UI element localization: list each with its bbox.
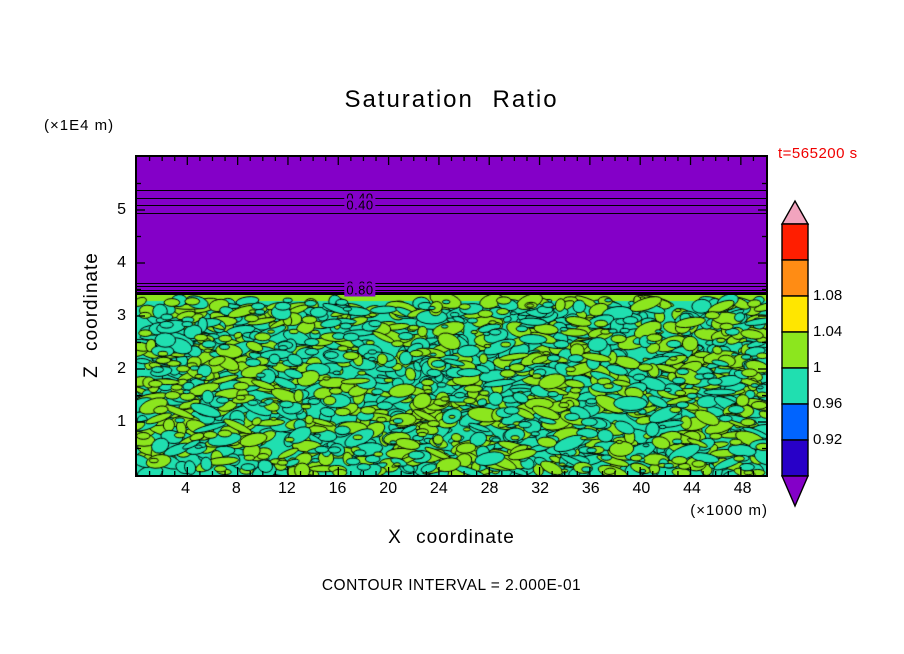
- y-axis-unit-label: (×1E4 m): [44, 117, 115, 134]
- plot-frame: 0.400.400.600.80: [135, 155, 768, 477]
- contour-line: [137, 190, 766, 192]
- contour-line: [137, 286, 766, 288]
- y-tick-label: 3: [117, 307, 126, 324]
- x-tick-label: 16: [328, 480, 347, 497]
- x-tick-label: 8: [231, 480, 241, 497]
- time-stamp: t=565200 s: [778, 145, 858, 162]
- x-tick-label: 48: [733, 480, 752, 497]
- x-tick-label: 20: [379, 480, 398, 497]
- x-tick-label: 24: [429, 480, 448, 497]
- contour-label: 0.80: [344, 282, 376, 297]
- colorbar-segment: [781, 403, 809, 441]
- colorbar-tick-label: 1.08: [813, 287, 843, 304]
- x-tick-label: 4: [181, 480, 191, 497]
- mottled-saturation-field: [137, 295, 766, 475]
- colorbar-segment: [780, 199, 810, 225]
- y-tick-label: 4: [117, 254, 126, 271]
- colorbar-tick-label: 1.04: [813, 323, 843, 340]
- colorbar-tick-label: 1: [813, 359, 822, 376]
- x-tick-label: 32: [531, 480, 550, 497]
- contour-line: [137, 289, 766, 291]
- y-tick-label: 2: [117, 360, 126, 377]
- contour-line: [137, 212, 766, 214]
- y-tick-label: 1: [117, 413, 126, 430]
- y-tick-label: 5: [117, 201, 126, 218]
- x-axis-title: X coordinate: [388, 527, 515, 548]
- contour-line: [137, 205, 766, 207]
- colorbar-segment: [781, 259, 809, 297]
- x-tick-label: 40: [632, 480, 651, 497]
- contour-label: 0.40: [344, 197, 376, 213]
- contour-lines-layer: 0.400.400.600.80: [137, 157, 766, 475]
- contour-interval-note: CONTOUR INTERVAL = 2.000E-01: [321, 577, 582, 594]
- contour-line: [137, 283, 766, 285]
- colorbar-segment: [781, 331, 809, 369]
- contour-line: [137, 197, 766, 199]
- colorbar: [780, 199, 810, 508]
- colorbar-segment: [781, 295, 809, 333]
- colorbar-tick-label: 0.92: [813, 431, 843, 448]
- x-tick-label: 44: [683, 480, 701, 497]
- x-tick-label: 12: [278, 480, 296, 497]
- chart-title: Saturation Ratio: [344, 86, 559, 113]
- upper-contour-region: [137, 157, 766, 295]
- colorbar-segment: [780, 475, 810, 508]
- colorbar-segment: [781, 439, 809, 477]
- colorbar-segment: [781, 367, 809, 405]
- x-tick-label: 36: [581, 480, 600, 497]
- colorbar-tick-label: 0.96: [813, 395, 843, 412]
- x-tick-label: 28: [480, 480, 499, 497]
- x-axis-unit-label: (×1000 m): [690, 502, 768, 519]
- colorbar-segment: [781, 223, 809, 261]
